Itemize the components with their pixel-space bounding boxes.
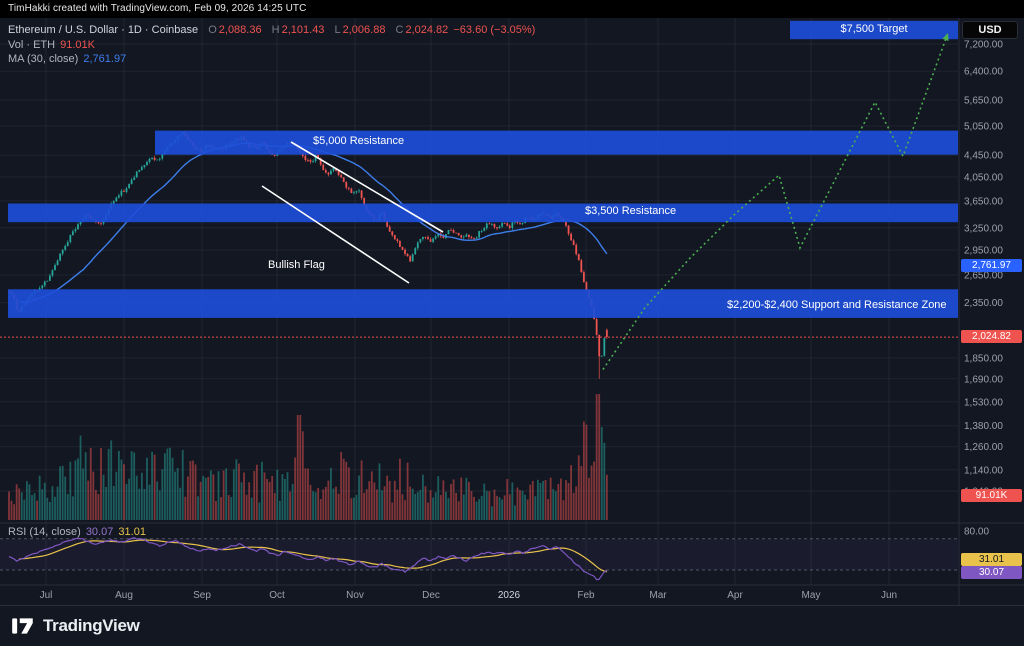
ma30-line[interactable]	[18, 142, 608, 304]
rsi-badge: 30.07	[961, 566, 1022, 579]
target-label[interactable]: $7,500 Target	[840, 23, 908, 35]
price-axis-label[interactable]: 1,140.00	[964, 465, 1003, 476]
volume-legend[interactable]: Vol · ETH 91.01K	[8, 39, 95, 51]
time-axis-label[interactable]: Dec	[422, 590, 440, 601]
price-axis-label[interactable]: 5,650.00	[964, 96, 1003, 107]
price-axis-label[interactable]: 1,380.00	[964, 421, 1003, 432]
close-label: C	[395, 24, 404, 36]
candlestick-series	[8, 130, 608, 379]
price-axis-label[interactable]: 2,650.00	[964, 270, 1003, 281]
volume-badge: 91.01K	[961, 489, 1022, 502]
tradingview-logo[interactable]: TradingView	[10, 613, 140, 639]
ma-legend[interactable]: MA (30, close) 2,761.97	[8, 53, 126, 65]
low-label: L	[334, 24, 341, 36]
rsi-axis-label[interactable]: 80.00	[964, 527, 989, 538]
low-value: 2,006.88	[342, 24, 386, 36]
price-axis-label[interactable]: 7,200.00	[964, 40, 1003, 51]
time-axis-label[interactable]: 2026	[498, 590, 521, 601]
close-value: 2,024.82	[405, 24, 449, 36]
rsi-line[interactable]	[8, 537, 608, 581]
volume-label: Vol · ETH	[8, 39, 56, 51]
time-axis-label[interactable]: Aug	[115, 590, 133, 601]
price-axis-label[interactable]: 6,400.00	[964, 67, 1003, 78]
attribution-text: TimHakki created with TradingView.com, F…	[8, 3, 307, 14]
rsi-value: 30.07	[85, 526, 114, 538]
price-axis-label[interactable]: 2,950.00	[964, 246, 1003, 257]
rsi-legend[interactable]: RSI (14, close) 30.07 31.01	[8, 526, 146, 538]
zone-rect[interactable]	[790, 20, 958, 40]
price-axis-label[interactable]: 1,850.00	[964, 353, 1003, 364]
tradingview-logo-icon	[12, 618, 33, 634]
price-axis-label[interactable]: 1,690.00	[964, 374, 1003, 385]
time-axis-label[interactable]: Sep	[193, 590, 211, 601]
high-label: H	[271, 24, 280, 36]
flag-trendline[interactable]	[290, 141, 444, 233]
price-axis-label[interactable]: 3,250.00	[964, 223, 1003, 234]
price-axis-label[interactable]: 1,530.00	[964, 397, 1003, 408]
ma-label: MA (30, close)	[8, 53, 79, 65]
price-axis-label[interactable]: 1,260.00	[964, 442, 1003, 453]
open-label: O	[208, 24, 217, 36]
time-axis-label[interactable]: May	[802, 590, 821, 601]
price-axis-label[interactable]: 5,050.00	[964, 121, 1003, 132]
bullish-flag-label[interactable]: Bullish Flag	[268, 259, 325, 271]
footer-bar: TradingView	[0, 605, 1024, 646]
zone-rect[interactable]	[155, 130, 958, 155]
resistance-5000-label[interactable]: $5,000 Resistance	[313, 135, 405, 147]
attribution-bar: TimHakki created with TradingView.com, F…	[0, 0, 1024, 18]
price-axis-label[interactable]: 4,450.00	[964, 151, 1003, 162]
price-axis-label[interactable]: 2,350.00	[964, 298, 1003, 309]
rsi-ma-value: 31.01	[118, 526, 146, 538]
last-price-badge: 2,024.82	[961, 330, 1022, 343]
currency-toggle-button[interactable]: USD	[962, 21, 1018, 39]
change-value: −63.60 (−3.05%)	[453, 24, 536, 36]
symbol-legend[interactable]: Ethereum / U.S. Dollar · 1D · Coinbase O…	[8, 24, 535, 36]
volume-value: 91.01K	[60, 39, 96, 51]
zone-rect[interactable]	[8, 289, 958, 318]
time-axis-label[interactable]: Jun	[881, 590, 897, 601]
resistance-3500-label[interactable]: $3,500 Resistance	[585, 205, 677, 217]
zone-rect[interactable]	[8, 203, 958, 223]
time-axis-label[interactable]: Oct	[269, 590, 285, 601]
open-value: 2,088.36	[218, 24, 262, 36]
flag-trendline[interactable]	[261, 185, 410, 284]
price-axis-label[interactable]: 3,650.00	[964, 196, 1003, 207]
volume-series	[8, 394, 608, 520]
price-axis-label[interactable]: 4,050.00	[964, 172, 1003, 183]
symbol-title: Ethereum / U.S. Dollar · 1D · Coinbase	[8, 24, 199, 36]
time-axis-label[interactable]: Feb	[577, 590, 595, 601]
time-axis-label[interactable]: Mar	[649, 590, 667, 601]
time-axis-label[interactable]: Nov	[346, 590, 364, 601]
projection-arrowhead	[942, 33, 949, 41]
time-axis-label[interactable]: Apr	[727, 590, 743, 601]
ma-price-badge: 2,761.97	[961, 259, 1022, 272]
time-axis-label[interactable]: Jul	[40, 590, 53, 601]
rsi-label: RSI (14, close)	[8, 526, 81, 538]
ma-value: 2,761.97	[83, 53, 127, 65]
rsi-ma-badge: 31.01	[961, 553, 1022, 566]
tradingview-logo-text: TradingView	[43, 616, 140, 635]
support-zone-label[interactable]: $2,200-$2,400 Support and Resistance Zon…	[727, 299, 947, 311]
high-value: 2,101.43	[281, 24, 325, 36]
